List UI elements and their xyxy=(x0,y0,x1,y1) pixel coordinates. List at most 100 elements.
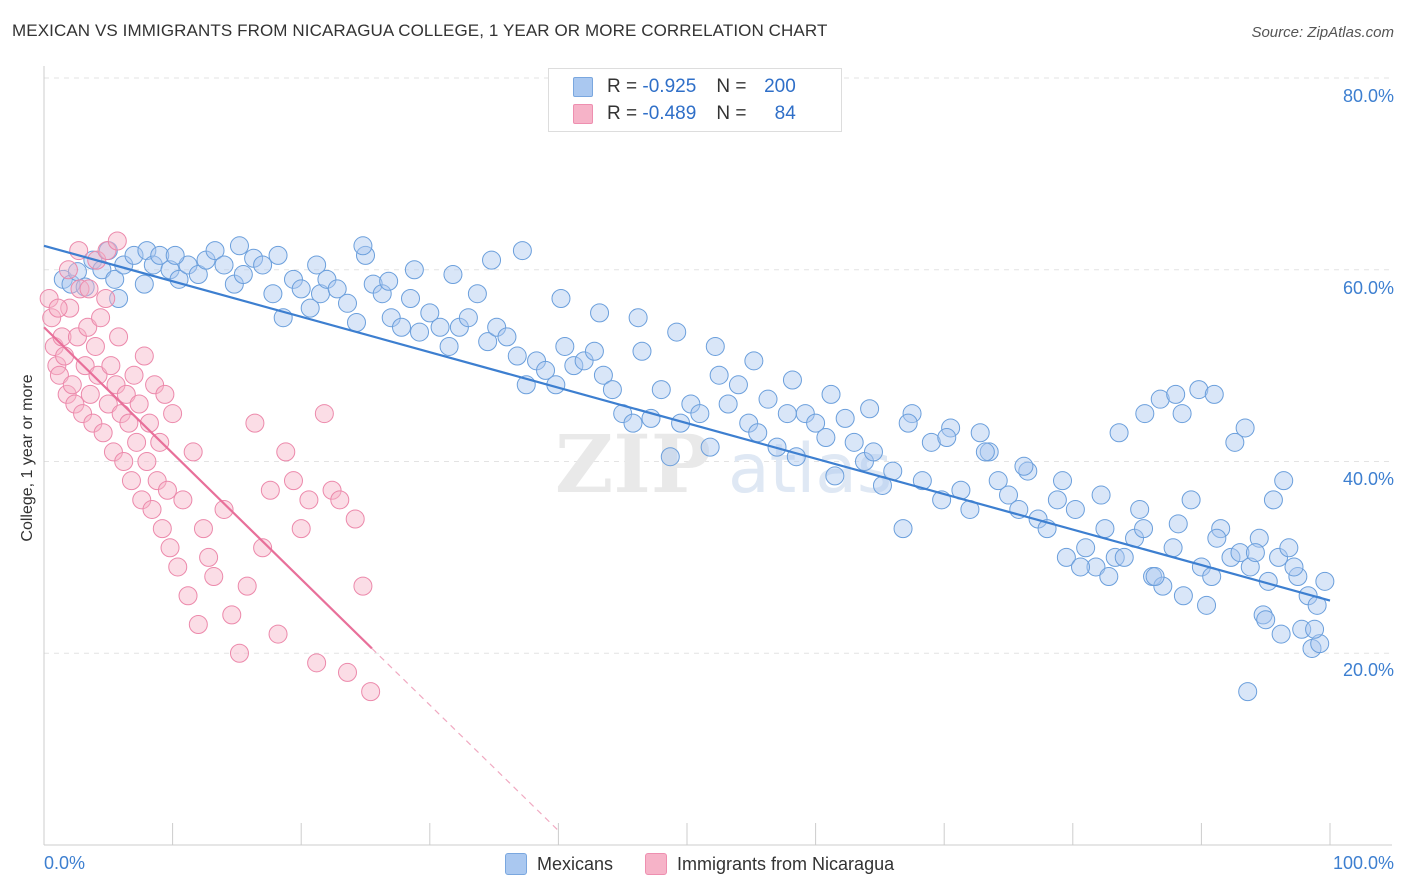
mexicans-point xyxy=(1204,384,1224,404)
mexicans-point xyxy=(551,289,571,309)
legend-n-label: N = xyxy=(716,103,747,124)
mexicans-point xyxy=(1279,538,1299,558)
mexicans-point xyxy=(1091,485,1111,505)
nicaragua-point xyxy=(83,413,103,433)
nicaragua-point xyxy=(245,413,265,433)
mexicans-point xyxy=(317,269,337,289)
mexicans-point xyxy=(134,274,154,294)
nicaragua-point xyxy=(337,662,357,682)
mexicans-point xyxy=(536,360,556,380)
mexicans-point xyxy=(1163,538,1183,558)
nicaragua-point xyxy=(75,356,95,376)
mexicans-point xyxy=(1315,571,1335,591)
nicaragua-point xyxy=(260,480,280,500)
nicaragua-point xyxy=(283,471,303,491)
x-tick-label-0: 0.0% xyxy=(44,853,86,873)
nicaragua-point xyxy=(55,346,75,366)
mexicans-point xyxy=(1056,547,1076,567)
mexicans-point xyxy=(941,418,961,438)
mexicans-point xyxy=(835,408,855,428)
mexicans-point xyxy=(1238,682,1258,702)
nicaragua-point xyxy=(96,289,116,309)
nicaragua-point xyxy=(145,375,165,395)
nicaragua-point xyxy=(97,241,117,261)
nicaragua-point xyxy=(353,576,373,596)
mexicans-point xyxy=(150,245,170,265)
mexicans-point xyxy=(379,271,399,291)
nicaragua-point xyxy=(268,624,288,644)
mexicans-point xyxy=(487,317,507,337)
mexicans-point xyxy=(137,241,157,261)
mexicans-point xyxy=(1053,471,1073,491)
mexicans-point xyxy=(1109,423,1129,443)
nicaragua-point xyxy=(276,442,296,462)
mexicans-point xyxy=(105,269,125,289)
mexicans-point xyxy=(777,404,797,424)
mexicans-point xyxy=(1099,567,1119,587)
nicaragua-point xyxy=(109,327,129,347)
legend-item-mexicans[interactable]: Mexicans xyxy=(505,853,613,875)
nicaragua-swatch xyxy=(573,104,593,124)
mexicans-point xyxy=(497,327,517,347)
nicaragua-point xyxy=(173,490,193,510)
mexicans-point xyxy=(593,365,613,385)
nicaragua-point xyxy=(345,509,365,529)
legend-row-nicaragua: R = -0.489 N = 84 xyxy=(573,101,796,127)
nicaragua-point xyxy=(330,490,350,510)
legend-r-label: R = xyxy=(607,76,638,97)
mexicans-point xyxy=(1086,557,1106,577)
nicaragua-point xyxy=(98,394,118,414)
mexicans-point xyxy=(1065,499,1085,519)
chart-title: MEXICAN VS IMMIGRANTS FROM NICARAGUA COL… xyxy=(12,21,828,40)
nicaragua-point xyxy=(307,653,327,673)
y-tick-label-20: 20.0% xyxy=(1342,660,1394,680)
mexicans-point xyxy=(482,250,502,270)
mexicans-point xyxy=(1274,471,1294,491)
mexicans-point xyxy=(478,332,498,352)
mexicans-point xyxy=(893,519,913,539)
mexicans-point xyxy=(1197,595,1217,615)
nicaragua-point xyxy=(42,308,62,328)
mexicans-point xyxy=(512,241,532,261)
mexicans-point xyxy=(253,255,273,275)
nicaragua-point xyxy=(127,432,147,452)
nicaragua-point xyxy=(160,538,180,558)
mexicans-point xyxy=(912,471,932,491)
mexicans-point xyxy=(602,380,622,400)
mexicans-point xyxy=(1230,543,1250,563)
mexicans-point xyxy=(825,466,845,486)
legend-item-nicaragua[interactable]: Immigrants from Nicaragua xyxy=(645,853,894,875)
nicaragua-points xyxy=(39,231,381,702)
nicaragua-point xyxy=(188,614,208,634)
mexicans-point xyxy=(1135,404,1155,424)
mexicans-point xyxy=(1288,567,1308,587)
nicaragua-point xyxy=(299,490,319,510)
nicaragua-point xyxy=(58,260,78,280)
legend-r-value: -0.925 xyxy=(642,76,697,97)
nicaragua-point xyxy=(132,490,152,510)
mexicans-point xyxy=(970,423,990,443)
legend-label-mexicans: Mexicans xyxy=(537,853,614,874)
mexicans-point xyxy=(1168,514,1188,534)
mexicans-point xyxy=(337,293,357,313)
mexicans-point xyxy=(283,269,303,289)
nicaragua-point xyxy=(116,384,136,404)
nicaragua-point xyxy=(134,346,154,366)
mexicans-point xyxy=(1172,404,1192,424)
mexicans-point xyxy=(748,423,768,443)
mexicans-point xyxy=(1014,456,1034,476)
nicaragua-point xyxy=(253,538,273,558)
nicaragua-point xyxy=(119,413,139,433)
source-label: Source: ZipAtlas.com xyxy=(1251,24,1394,41)
stats-legend: R = -0.925 N = 200 R = -0.489 N = 84 xyxy=(548,68,842,132)
nicaragua-point xyxy=(57,384,77,404)
mexicans-point xyxy=(1150,389,1170,409)
nicaragua-point xyxy=(60,298,80,318)
mexicans-point xyxy=(728,375,748,395)
mexicans-point xyxy=(999,485,1018,505)
nicaragua-point xyxy=(155,384,175,404)
legend-r-value: -0.489 xyxy=(642,103,697,124)
mexicans-point xyxy=(229,236,249,256)
legend-n-value: 200 xyxy=(764,76,796,97)
mexicans-point xyxy=(1166,384,1186,404)
